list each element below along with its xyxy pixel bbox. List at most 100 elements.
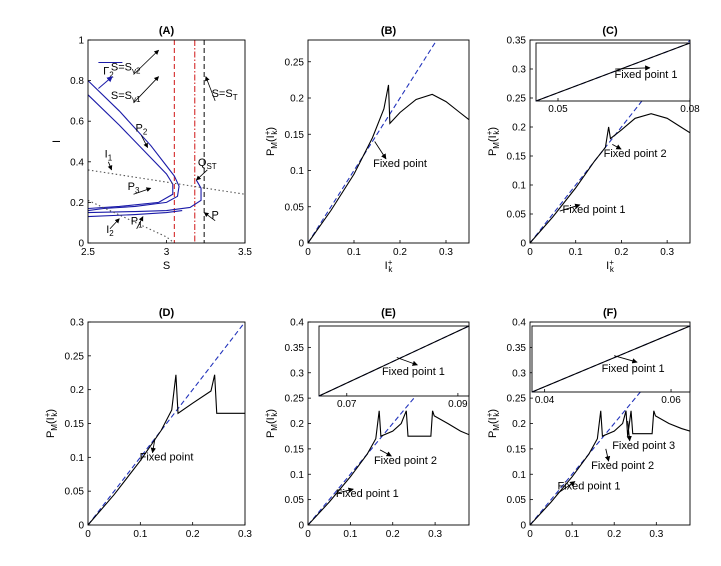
panel-title: (B) <box>381 25 397 37</box>
series-line-2 <box>88 179 202 214</box>
y-tick-label: 0.25 <box>65 351 85 362</box>
x-tick-label: 0 <box>85 529 91 540</box>
y-tick-label: 0.25 <box>285 57 305 68</box>
series-line-map <box>530 410 690 525</box>
annotation-arrow <box>557 481 576 494</box>
panel-b: (B) 0 0.1 0.2 0.3 0 0.05 0.1 0.15 0.2 0.25 I+ k PM(I+… <box>263 25 470 274</box>
y-tick-label: 0.35 <box>507 36 527 47</box>
y-tick-label: 0 <box>298 521 304 532</box>
y-tick-label: 0 <box>298 239 304 250</box>
x-tick-label: 0 <box>527 529 533 540</box>
panel-f: (F) 0 0.1 0.2 0.3 0 0.05 0.1 0.15 0.2 0.25 0.3 0.35 0… <box>485 307 691 540</box>
y-tick-label: 0.35 <box>285 343 305 354</box>
axes-frame <box>307 39 470 244</box>
x-tick-label: 0.1 <box>569 247 583 258</box>
annotation: S=Sv2 <box>111 61 141 75</box>
x-axis-label: I+ k <box>606 258 615 274</box>
annotation: Γ2 <box>103 66 114 80</box>
x-tick-label: 2.5 <box>81 247 95 258</box>
label-arrow <box>205 76 216 102</box>
panel-title: (F) <box>603 307 617 319</box>
series-line-map <box>530 113 690 243</box>
y-tick-label: 0.3 <box>512 65 526 76</box>
annotation-arrow <box>150 438 156 454</box>
axes-frame <box>529 39 691 244</box>
annotation: Fixed point 2 <box>591 460 654 472</box>
series-line-1 <box>88 94 174 210</box>
y-tick-label: 0.25 <box>507 94 527 105</box>
annotation-arrow <box>374 141 387 160</box>
x-tick-label: 0.2 <box>614 247 628 258</box>
y-tick-label: 0.15 <box>65 419 85 430</box>
inset-x-tick-label: 0.04 <box>535 395 555 406</box>
y-tick-label: 0.3 <box>70 318 84 329</box>
y-axis-label: PM(I+k) <box>263 409 279 438</box>
inset-annotation: Fixed point 1 <box>602 363 665 375</box>
x-tick-label: 0 <box>305 529 311 540</box>
annotation-arrow <box>614 355 638 364</box>
y-tick-label: 0.2 <box>290 94 304 105</box>
annotation: Fixed point 3 <box>612 440 675 452</box>
x-tick-label: 0.2 <box>186 529 200 540</box>
annotation-arrow <box>604 448 611 462</box>
annotation-arrow <box>615 65 651 71</box>
y-tick-label: 0.4 <box>290 318 304 329</box>
annotation: QST <box>198 157 217 171</box>
x-tick-label: 0.1 <box>565 529 579 540</box>
annotation: I2 <box>106 224 114 238</box>
y-axis-label: PM(I+k) <box>263 127 279 156</box>
y-tick-label: 1 <box>78 36 84 47</box>
annotation: I1 <box>105 149 113 163</box>
panel-c: (C) 0 0.1 0.2 0.3 0 0.05 0.1 0.15 0.2 0.25 0.3 0.35 I… <box>485 25 700 274</box>
x-axis-label: S <box>163 260 170 272</box>
y-axis-label: PM(I+k) <box>43 409 59 438</box>
y-tick-label: 0 <box>78 239 84 250</box>
y-tick-label: 0 <box>78 521 84 532</box>
panel-a: (A) 2.5 3 3.5 0 0.2 0.4 0.6 0.8 1 S I S=Sv2 S=Sv1 S=ST… <box>51 25 252 272</box>
inset-x-tick-label: 0.07 <box>337 399 357 410</box>
series-group <box>88 322 245 525</box>
inset-x-tick-label: 0.05 <box>548 104 568 115</box>
y-tick-label: 0.25 <box>507 394 527 405</box>
panel-e: (E) 0 0.1 0.2 0.3 0 0.05 0.1 0.15 0.2 0.25 0.3 0.35 0… <box>263 307 470 540</box>
y-tick-label: 0.4 <box>70 157 84 168</box>
panel-title: (C) <box>602 25 618 37</box>
x-tick-label: 0 <box>305 247 311 258</box>
x-tick-label: 0.2 <box>607 529 621 540</box>
series-line-identity <box>308 40 438 243</box>
y-tick-label: 0.05 <box>285 202 305 213</box>
panel-title: (A) <box>159 25 175 37</box>
label-arrow <box>141 135 149 149</box>
y-tick-label: 0.05 <box>507 210 527 221</box>
annotation: Fixed point <box>140 452 194 464</box>
x-tick-label: 0.3 <box>238 529 252 540</box>
series-group <box>88 80 245 243</box>
y-tick-label: 0.3 <box>290 368 304 379</box>
y-axis-label: PM(I+k) <box>485 409 501 438</box>
series-line-map <box>308 410 469 525</box>
annotation-arrow <box>612 144 622 150</box>
panel-title: (E) <box>381 307 396 319</box>
x-tick-label: 0.1 <box>347 247 361 258</box>
x-tick-label: 0.2 <box>386 529 400 540</box>
y-tick-label: 0.15 <box>285 130 305 141</box>
series-line-Γ2 <box>88 80 180 212</box>
y-tick-label: 0.4 <box>512 318 526 329</box>
x-tick-label: 0 <box>527 247 533 258</box>
annotation: Fixed point 2 <box>604 148 667 160</box>
y-tick-label: 0.1 <box>290 470 304 481</box>
annotation: Fixed point <box>373 158 427 170</box>
annotation: Fixed point 2 <box>374 455 437 467</box>
annotation: Fixed point 1 <box>563 204 626 216</box>
label-arrow <box>195 169 208 181</box>
series-group <box>308 40 469 243</box>
inset-axes: 0.04 0.06 Fixed point 1 <box>531 325 691 406</box>
series-line-3 <box>88 209 183 218</box>
y-tick-label: 0 <box>520 239 526 250</box>
label-arrow <box>136 216 144 229</box>
series-line-5 <box>88 199 175 243</box>
series-line-map <box>308 84 469 243</box>
y-tick-label: 0.25 <box>285 394 305 405</box>
y-tick-label: 0.2 <box>70 385 84 396</box>
